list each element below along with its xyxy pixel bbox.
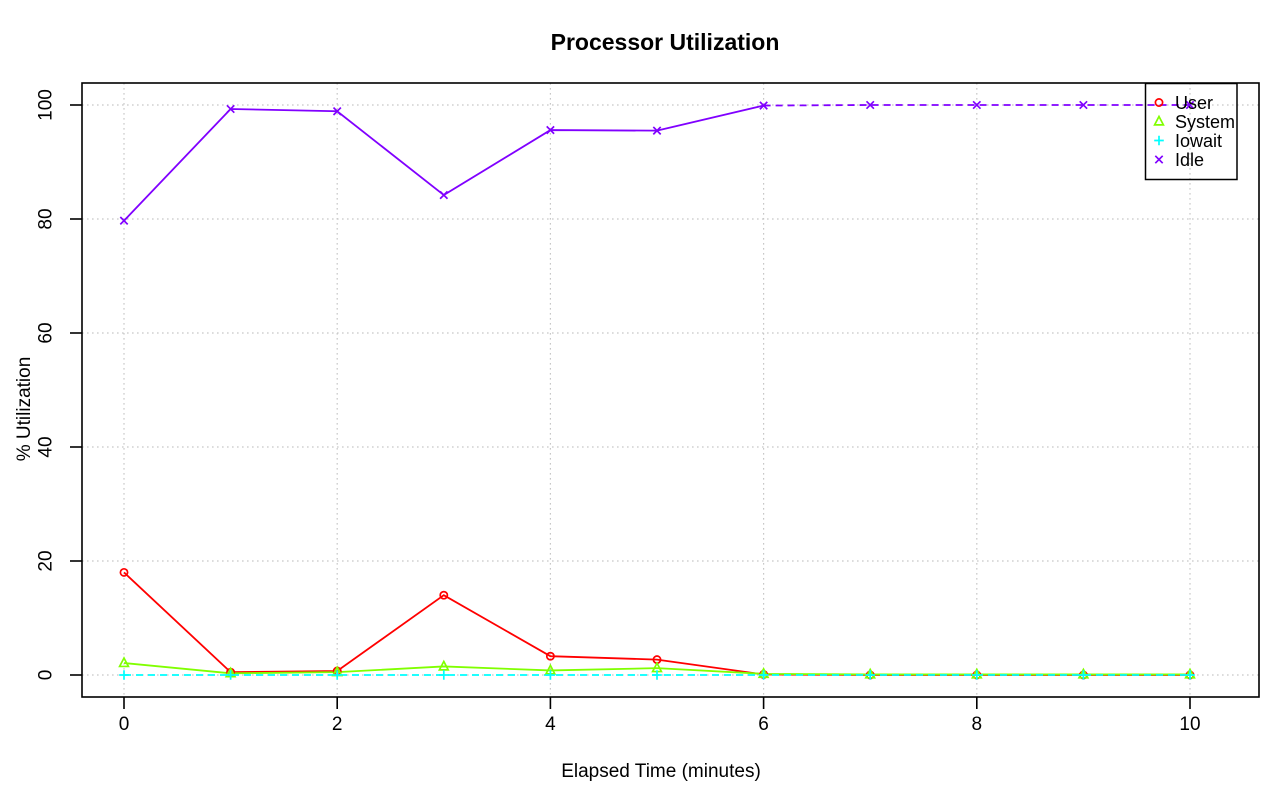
x-tick-label-6: 6 <box>758 714 769 735</box>
idle-marker <box>972 100 982 110</box>
iowait-marker <box>865 670 875 680</box>
legend-marker-user <box>1154 98 1164 107</box>
y-tick-label-100: 100 <box>36 89 57 121</box>
legend-label-idle: Idle <box>1175 150 1204 170</box>
series-line-user <box>123 571 1190 676</box>
iowait-marker <box>758 670 769 680</box>
x-tick-label-2: 2 <box>332 714 343 735</box>
iowait-marker <box>972 670 982 680</box>
legend-label-iowait: Iowait <box>1175 131 1222 151</box>
iowait-marker <box>545 670 556 680</box>
y-tick-label-60: 60 <box>36 322 57 343</box>
legend-label-user: User <box>1175 93 1213 113</box>
gridlines-layer <box>82 83 1259 697</box>
idle-marker <box>119 216 129 226</box>
user-marker <box>439 590 449 600</box>
series-line-idle <box>123 104 764 222</box>
idle-marker <box>652 126 662 135</box>
y-tick-label-80: 80 <box>36 208 57 229</box>
idle-marker <box>332 106 342 116</box>
y-tick-label-40: 40 <box>36 436 57 457</box>
iowait-marker <box>332 670 342 680</box>
user-marker <box>119 567 129 577</box>
user-marker <box>545 651 555 661</box>
x-tick-label-0: 0 <box>119 714 130 735</box>
x-tick-label-8: 8 <box>972 714 983 735</box>
iowait-marker <box>439 670 449 680</box>
system-marker <box>437 659 450 671</box>
legend-box <box>1144 82 1238 181</box>
iowait-marker <box>119 670 129 680</box>
legend-marker-iowait <box>1154 135 1164 146</box>
iowait-marker <box>225 670 236 680</box>
x-tick-label-10: 10 <box>1179 714 1200 735</box>
legend-marker-system <box>1153 114 1165 126</box>
idle-marker <box>546 125 555 135</box>
chart-title: Processor Utilization <box>551 29 780 55</box>
system-marker <box>118 656 130 668</box>
x-tick-label-4: 4 <box>545 714 556 735</box>
idle-marker <box>1079 100 1088 110</box>
idle-marker <box>226 104 235 114</box>
idle-marker <box>759 101 768 110</box>
idle-marker <box>865 100 875 110</box>
iowait-marker <box>1078 670 1089 680</box>
series-layer <box>118 100 1196 680</box>
idle-marker <box>439 190 449 200</box>
legend-label-system: System <box>1175 112 1235 132</box>
idle-marker <box>1185 100 1195 110</box>
plot-border <box>81 82 1260 698</box>
iowait-marker <box>1185 670 1195 680</box>
x-axis-label: Elapsed Time (minutes) <box>561 761 761 782</box>
legend-marker-idle <box>1154 155 1164 164</box>
y-tick-label-20: 20 <box>36 550 57 571</box>
y-axis-label: % Utilization <box>14 357 35 462</box>
y-tick-label-0: 0 <box>36 670 57 681</box>
iowait-marker <box>652 670 662 680</box>
